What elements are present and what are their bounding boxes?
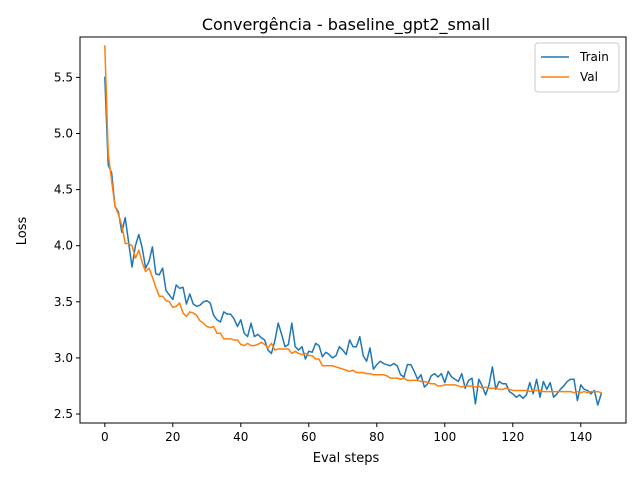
- x-tick-label: 80: [369, 430, 384, 444]
- y-tick-label: 3.5: [54, 295, 73, 309]
- y-tick-label: 5.0: [54, 127, 73, 141]
- axes-frame: [79, 36, 627, 424]
- series-line-train: [104, 76, 603, 406]
- x-axis-ticks: 0 20 40 60 80 100 120 140: [101, 423, 592, 444]
- legend-label-val: Val: [580, 70, 598, 84]
- legend-frame: [534, 42, 620, 93]
- series-layer: [104, 45, 603, 406]
- x-tick-label: 120: [501, 430, 524, 444]
- x-axis-label: Eval steps: [313, 451, 380, 466]
- x-tick-label: 0: [101, 430, 109, 444]
- legend: Train Val: [534, 42, 620, 93]
- y-tick-label: 4.0: [54, 239, 73, 253]
- x-tick-label: 20: [165, 430, 180, 444]
- y-tick-label: 3.0: [54, 351, 73, 365]
- legend-label-train: Train: [579, 50, 609, 64]
- x-tick-label: 40: [233, 430, 248, 444]
- y-axis-label: Loss: [15, 217, 30, 246]
- y-axis-ticks: 2.5 3.0 3.5 4.0 4.5 5.0 5.5: [54, 70, 80, 421]
- series-line-val: [104, 45, 603, 394]
- y-tick-label: 5.5: [54, 70, 73, 84]
- x-tick-label: 60: [301, 430, 316, 444]
- chart-title: Convergência - baseline_gpt2_small: [202, 15, 490, 35]
- y-tick-label: 4.5: [54, 183, 73, 197]
- x-tick-label: 100: [433, 430, 456, 444]
- y-tick-label: 2.5: [54, 407, 73, 421]
- plot-area: [79, 36, 627, 424]
- x-tick-label: 140: [569, 430, 592, 444]
